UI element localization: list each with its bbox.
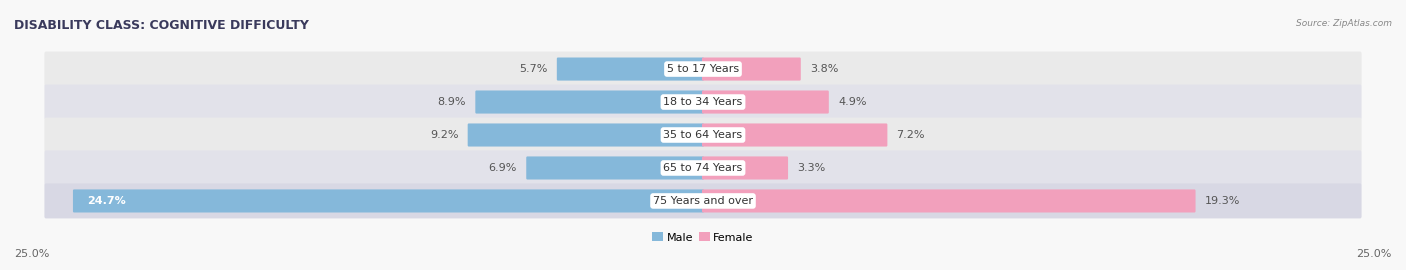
Text: Source: ZipAtlas.com: Source: ZipAtlas.com bbox=[1296, 19, 1392, 28]
FancyBboxPatch shape bbox=[702, 123, 887, 147]
FancyBboxPatch shape bbox=[475, 90, 704, 114]
Text: 5.7%: 5.7% bbox=[519, 64, 548, 74]
FancyBboxPatch shape bbox=[702, 58, 801, 80]
Text: 5 to 17 Years: 5 to 17 Years bbox=[666, 64, 740, 74]
FancyBboxPatch shape bbox=[45, 85, 1361, 120]
FancyBboxPatch shape bbox=[45, 184, 1361, 218]
Text: 9.2%: 9.2% bbox=[430, 130, 458, 140]
Text: 3.8%: 3.8% bbox=[810, 64, 838, 74]
FancyBboxPatch shape bbox=[73, 190, 704, 212]
FancyBboxPatch shape bbox=[468, 123, 704, 147]
FancyBboxPatch shape bbox=[45, 150, 1361, 185]
Text: 25.0%: 25.0% bbox=[1357, 249, 1392, 259]
Text: 25.0%: 25.0% bbox=[14, 249, 49, 259]
Text: DISABILITY CLASS: COGNITIVE DIFFICULTY: DISABILITY CLASS: COGNITIVE DIFFICULTY bbox=[14, 19, 309, 32]
Text: 3.3%: 3.3% bbox=[797, 163, 825, 173]
FancyBboxPatch shape bbox=[702, 190, 1195, 212]
FancyBboxPatch shape bbox=[45, 52, 1361, 86]
Text: 35 to 64 Years: 35 to 64 Years bbox=[664, 130, 742, 140]
Text: 19.3%: 19.3% bbox=[1205, 196, 1240, 206]
FancyBboxPatch shape bbox=[702, 90, 828, 114]
Text: 24.7%: 24.7% bbox=[87, 196, 125, 206]
Text: 75 Years and over: 75 Years and over bbox=[652, 196, 754, 206]
Text: 4.9%: 4.9% bbox=[838, 97, 866, 107]
FancyBboxPatch shape bbox=[45, 117, 1361, 153]
FancyBboxPatch shape bbox=[557, 58, 704, 80]
Text: 7.2%: 7.2% bbox=[897, 130, 925, 140]
FancyBboxPatch shape bbox=[526, 156, 704, 180]
FancyBboxPatch shape bbox=[702, 156, 787, 180]
Text: 65 to 74 Years: 65 to 74 Years bbox=[664, 163, 742, 173]
Legend: Male, Female: Male, Female bbox=[648, 228, 758, 247]
Text: 18 to 34 Years: 18 to 34 Years bbox=[664, 97, 742, 107]
Text: 8.9%: 8.9% bbox=[437, 97, 467, 107]
Text: 6.9%: 6.9% bbox=[489, 163, 517, 173]
